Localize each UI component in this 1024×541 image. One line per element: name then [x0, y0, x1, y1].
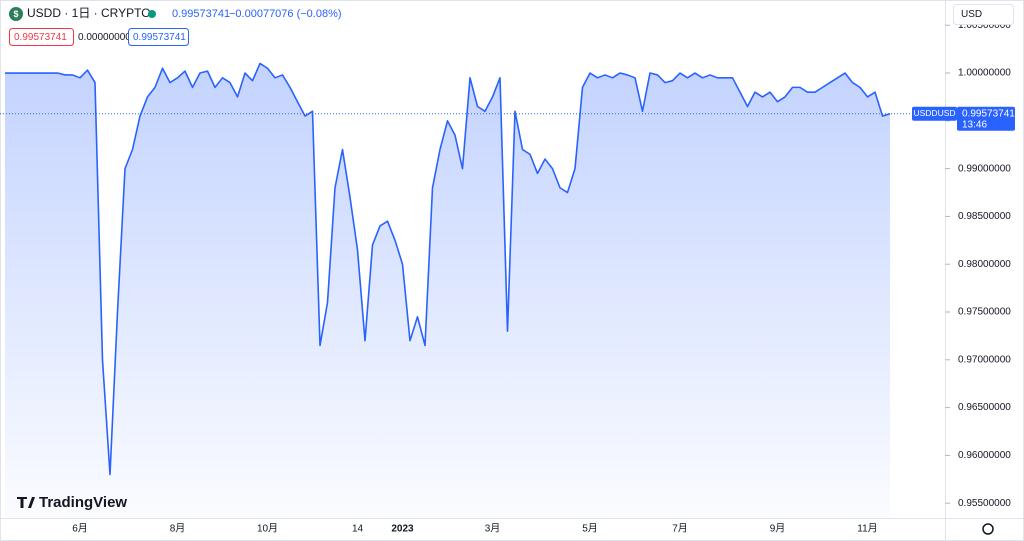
symbol-title: USDD · 1日 · CRYPTO [27, 6, 151, 20]
y-tick-label: 0.96500000 [958, 402, 1011, 413]
x-tick-label: 2023 [391, 524, 414, 535]
input-value: 0.99573741 [133, 32, 186, 43]
x-tick-label: 6月 [72, 523, 88, 535]
legend-change: −0.00077076 (−0.08%) [229, 8, 342, 20]
input-box[interactable] [9, 28, 74, 46]
x-tick-label: 14 [352, 524, 364, 535]
market-status [148, 10, 156, 18]
y-tick-label: 0.97500000 [958, 307, 1011, 318]
x-tick-label: 11月 [857, 523, 877, 535]
overlay: $ USDD · 1日 · CRYPTO 0.99573741 −0.00077… [9, 4, 1014, 535]
symbol-tag-label: USDDUSD [913, 108, 955, 118]
x-tick-label: 8月 [170, 523, 186, 535]
x-tick-label: 5月 [582, 523, 598, 535]
currency: USD [961, 9, 982, 20]
input-box[interactable] [128, 28, 189, 46]
input-value: 0.99573741 [14, 32, 67, 43]
y-tick-label: 1.00000000 [958, 68, 1011, 79]
settings-icon[interactable] [982, 523, 994, 535]
y-tick-label: 1.00500000 [958, 20, 1011, 31]
symbol-icon [9, 7, 23, 21]
y-tick-label: 0.95500000 [958, 498, 1011, 509]
input-value: 0.00000000 [78, 32, 131, 43]
brand: TradingView [39, 494, 127, 511]
legend-price: 0.99573741 [172, 8, 230, 20]
area-fill [5, 63, 890, 518]
x-tick-label: 3月 [485, 523, 501, 535]
y-tick-label: 0.98500000 [958, 211, 1011, 222]
price-tag-countdown: 13:46 [962, 119, 987, 130]
plot: 1.005000001.000000000.995000000.99000000… [0, 20, 1015, 535]
y-tick-label: 0.97000000 [958, 354, 1011, 365]
price-tag-value: 0.99573741 [962, 108, 1015, 119]
x-tick-label: 7月 [672, 523, 688, 535]
currency-select[interactable] [953, 4, 1014, 25]
brand-logo [17, 497, 35, 508]
y-tick-label: 0.98000000 [958, 259, 1011, 270]
price-tag [957, 106, 1015, 131]
y-tick-label: 0.96000000 [958, 450, 1011, 461]
symbol-icon-glyph: $ [13, 9, 18, 19]
y-tick-label: 0.99000000 [958, 163, 1011, 174]
symbol-tag [912, 106, 957, 121]
x-tick-label: 10月 [257, 523, 278, 535]
price-line [5, 62, 891, 476]
x-tick-label: 9月 [770, 523, 786, 535]
